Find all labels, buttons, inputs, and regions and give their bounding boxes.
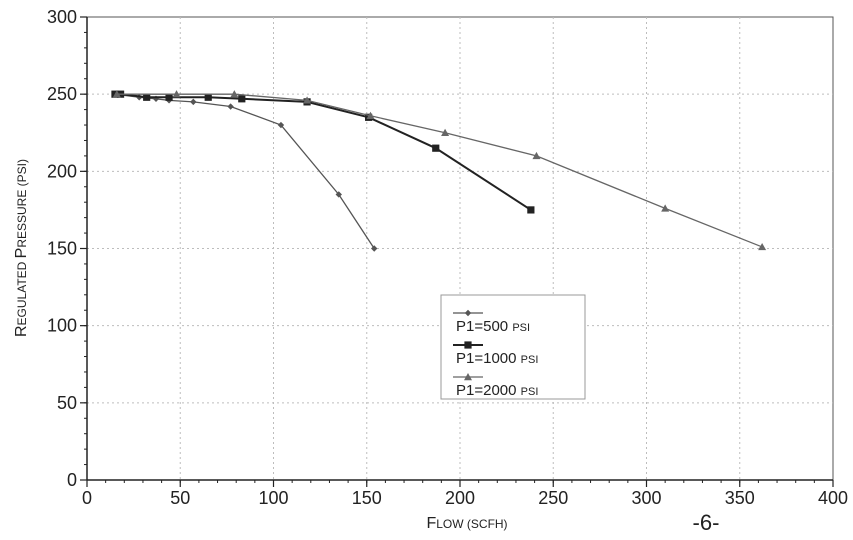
- grid-lines: [87, 17, 833, 480]
- svg-text:REGULATED PRESSURE (PSI): REGULATED PRESSURE (PSI): [13, 159, 30, 337]
- x-axis-title: FLOW (SCFH): [426, 515, 507, 532]
- data-point: [303, 96, 312, 104]
- x-tick-label: 400: [818, 488, 848, 508]
- x-tick-label: 100: [258, 488, 288, 508]
- legend-swatch-marker: [464, 309, 472, 317]
- data-point: [227, 103, 234, 110]
- legend-unit: PSI: [521, 354, 539, 366]
- y-axis-title-unit: (PSI): [15, 159, 29, 190]
- data-point: [527, 206, 535, 214]
- data-point: [441, 128, 450, 136]
- y-tick-label: 0: [67, 470, 77, 490]
- x-tick-label: 50: [170, 488, 190, 508]
- plot-area: 0 50 100 150 200 250 300 350 400 0 50 100 150 200 250 3…: [47, 7, 848, 508]
- axes: 0 50 100 150 200 250 300 350 400 0 50 100 150 200 250 3…: [47, 7, 848, 508]
- legend-series-name: P1=500: [456, 318, 512, 335]
- y-axis-title-cap2: P: [13, 248, 30, 259]
- y-tick-label: 100: [47, 316, 77, 336]
- legend-entry-3: P1=2000 PSI: [453, 373, 538, 399]
- x-tick-label: 200: [445, 488, 475, 508]
- y-axis-title-rest2: RESSURE: [15, 190, 29, 248]
- data-point: [758, 242, 767, 251]
- x-axis-title-cap1: F: [426, 515, 436, 532]
- series-line: [114, 93, 532, 211]
- data-point: [661, 204, 670, 212]
- x-tick-label: 350: [725, 488, 755, 508]
- legend-entry-1: P1=500 PSI: [453, 309, 530, 335]
- x-tick-label: 250: [538, 488, 568, 508]
- series-3: [112, 90, 767, 251]
- data-point: [371, 245, 378, 252]
- data-point: [230, 90, 239, 98]
- legend-unit: PSI: [521, 386, 539, 398]
- x-tick-label: 300: [631, 488, 661, 508]
- data-point: [532, 151, 541, 160]
- x-axis-title-unit: (SCFH): [464, 517, 508, 531]
- data-point: [172, 90, 181, 98]
- x-tick-label: 0: [82, 488, 92, 508]
- series: [111, 90, 767, 252]
- y-tick-label: 50: [57, 393, 77, 413]
- y-axis-title-cap1: R: [13, 325, 30, 337]
- data-point: [190, 98, 197, 106]
- svg-text:FLOW (SCFH): FLOW (SCFH): [426, 515, 507, 532]
- y-tick-label: 150: [47, 239, 77, 259]
- data-point: [335, 191, 342, 198]
- legend-swatch-marker: [464, 341, 472, 349]
- legend-label: P1=500 PSI: [456, 318, 530, 335]
- page-number: -6-: [693, 510, 720, 535]
- x-axis-title-rest1: LOW: [436, 517, 464, 531]
- data-point: [432, 144, 440, 152]
- legend-label: P1=2000 PSI: [456, 382, 538, 399]
- legend-unit: PSI: [512, 322, 530, 334]
- y-tick-label: 200: [47, 161, 77, 181]
- legend-entry-2: P1=1000 PSI: [453, 341, 538, 367]
- x-tick-label: 150: [352, 488, 382, 508]
- legend-label: P1=1000 PSI: [456, 350, 538, 367]
- data-point: [165, 93, 173, 101]
- y-axis-title: REGULATED PRESSURE (PSI): [13, 159, 30, 337]
- y-axis-title-rest1: EGULATED: [15, 258, 29, 325]
- legend-series-name: P1=1000: [456, 350, 521, 367]
- data-point: [366, 111, 375, 119]
- data-point: [112, 90, 121, 98]
- y-tick-label: 250: [47, 84, 77, 104]
- legend-series-name: P1=2000: [456, 382, 521, 399]
- legend-swatch-marker: [464, 373, 472, 381]
- data-point: [238, 95, 246, 103]
- data-point: [143, 93, 151, 101]
- data-point: [204, 93, 212, 101]
- y-tick-label: 300: [47, 7, 77, 27]
- data-point: [277, 121, 285, 129]
